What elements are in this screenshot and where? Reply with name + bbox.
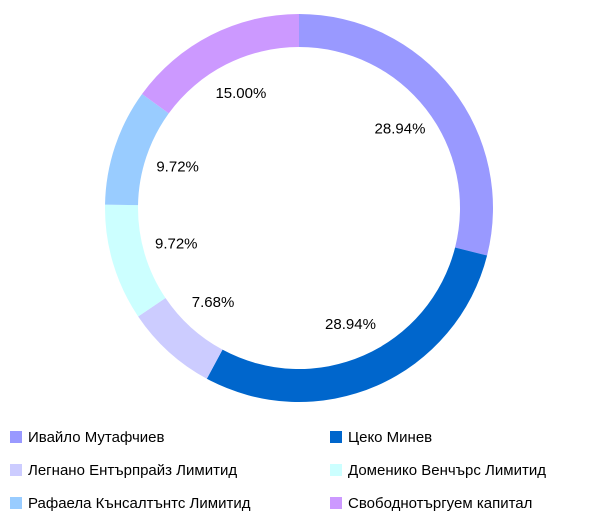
legend-swatch (330, 431, 342, 443)
donut-slice (105, 204, 166, 317)
legend-label: Ивайло Мутафчиев (28, 429, 164, 446)
data-label: 28.94% (325, 316, 376, 333)
data-label: 28.94% (375, 120, 426, 137)
data-label: 7.68% (192, 294, 235, 311)
legend-swatch (330, 464, 342, 476)
donut-slice (206, 247, 488, 402)
legend-swatch (10, 431, 22, 443)
legend-label: Доменико Венчърс Лимитид (348, 462, 546, 479)
legend-swatch (330, 497, 342, 509)
data-label: 9.72% (155, 235, 198, 252)
legend-label: Цеко Минев (348, 429, 432, 446)
donut-slice (299, 14, 493, 256)
donut-slice (142, 14, 299, 114)
legend-swatch (10, 497, 22, 509)
donut-slice (138, 297, 223, 379)
legend-label: Свободнотъргуем капитал (348, 495, 532, 512)
data-label: 15.00% (215, 85, 266, 102)
legend-swatch (10, 464, 22, 476)
legend-label: Легнано Ентърпрайз Лимитид (28, 462, 237, 479)
donut-slice (105, 93, 169, 206)
legend-label: Рафаела Кънсалтънтс Лимитид (28, 495, 251, 512)
data-label: 9.72% (156, 158, 199, 175)
